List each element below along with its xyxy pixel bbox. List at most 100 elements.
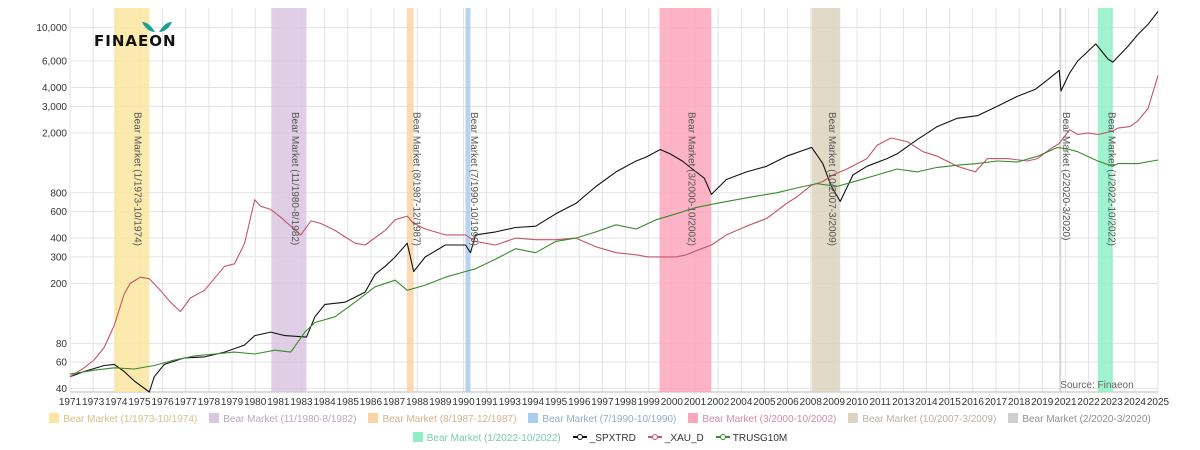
y-tick-label: 600 <box>50 207 67 218</box>
bear-market-band <box>811 8 841 392</box>
legend-item-band[interactable]: Bear Market (1/2022-10/2022) <box>412 429 561 448</box>
legend-swatch <box>688 413 699 423</box>
y-tick-label: 400 <box>50 234 67 245</box>
legend-swatch <box>848 413 859 423</box>
x-tick-label: 2014 <box>915 397 938 408</box>
x-tick-label: 1990 <box>452 397 475 408</box>
x-tick-label: 1988 <box>406 397 429 408</box>
legend-item-band[interactable]: Bear Market (10/2007-3/2009) <box>848 410 996 429</box>
legend-item-band[interactable]: Bear Market (2/2020-3/2020) <box>1008 410 1151 429</box>
y-tick-label: 800 <box>50 188 67 199</box>
x-tick-label: 2002 <box>707 397 730 408</box>
x-tick-label: 1986 <box>360 397 383 408</box>
bear-market-bands <box>114 8 1113 392</box>
legend-item-series[interactable]: _XAU_D <box>647 429 704 448</box>
x-tick-label: 2001 <box>684 397 707 408</box>
y-tick-label: 40 <box>56 384 68 395</box>
x-tick-label: 2023 <box>1101 397 1124 408</box>
x-tick-label: 2018 <box>1008 397 1031 408</box>
x-tick-label: 2009 <box>823 397 846 408</box>
x-tick-label: 1977 <box>175 397 198 408</box>
x-tick-label: 1999 <box>638 397 661 408</box>
bear-market-band <box>406 8 414 392</box>
bear-market-band-label: Bear Market (1/1973-10/1974) <box>132 112 143 246</box>
x-tick-label: 1991 <box>476 397 499 408</box>
legend-item-band[interactable]: Bear Market (8/1987-12/1987) <box>368 410 516 429</box>
legend-swatch <box>528 413 539 423</box>
bear-market-band <box>659 8 712 392</box>
bear-market-band-label: Bear Market (3/2000-10/2002) <box>685 112 696 246</box>
x-tick-label: 1981 <box>267 397 290 408</box>
leaf-logo-icon <box>142 22 172 32</box>
x-tick-label: 1997 <box>591 397 614 408</box>
legend-label: _XAU_D <box>664 433 704 444</box>
x-tick-label: 1971 <box>59 397 82 408</box>
y-tick-label: 6,000 <box>42 57 67 68</box>
x-tick-label: 1980 <box>244 397 267 408</box>
x-tick-label: 1976 <box>151 397 174 408</box>
legend-item-series[interactable]: _SPXTRD <box>572 429 636 448</box>
x-tick-label: 2000 <box>661 397 684 408</box>
legend-label: Bear Market (2/2020-3/2020) <box>1022 414 1151 425</box>
legend-swatch <box>209 413 220 423</box>
x-tick-label: 1994 <box>522 397 545 408</box>
x-tick-label: 2022 <box>1077 397 1100 408</box>
x-tick-label: 1978 <box>198 397 221 408</box>
bear-market-band-label: Bear Market (11/1980-8/1982) <box>289 112 300 245</box>
legend-label: Bear Market (10/2007-3/2009) <box>862 414 997 425</box>
legend: Bear Market (1/1973-10/1974) Bear Market … <box>0 410 1200 448</box>
legend-row: Bear Market (1/2022-10/2022) _SPXTRD _XAU_… <box>0 429 1200 448</box>
x-tick-label: 1974 <box>105 397 128 408</box>
bear-market-band <box>1097 8 1113 392</box>
legend-swatch <box>368 413 379 423</box>
x-tick-label: 1993 <box>499 397 522 408</box>
legend-item-band[interactable]: Bear Market (3/2000-10/2002) <box>688 410 836 429</box>
y-axis-ticks: 40 60 80 200 300 400 600 800 2,000 3,000 4,000 6,00… <box>36 23 67 395</box>
legend-item-series[interactable]: TRUSG10M <box>715 429 787 448</box>
legend-swatch <box>412 432 423 442</box>
x-tick-label: 1987 <box>383 397 406 408</box>
bear-market-band-label: Bear Market (10/2007-3/2009) <box>826 112 837 246</box>
x-tick-label: 2010 <box>846 397 869 408</box>
legend-swatch <box>1008 413 1019 423</box>
y-tick-label: 200 <box>50 279 67 290</box>
finaeon-logo: FINAEON <box>94 22 194 52</box>
source-note: Source: Finaeon <box>1060 380 1133 391</box>
legend-line-marker <box>647 432 662 442</box>
x-axis-ticks: 1971 1973 1974 1975 1976 1977 1978 1979 1980 1981… <box>59 397 1170 408</box>
legend-label: Bear Market (7/1990-10/1990) <box>542 414 677 425</box>
x-tick-label: 1979 <box>221 397 244 408</box>
legend-label: _SPXTRD <box>589 433 636 444</box>
series-line-xau_d <box>69 75 1159 378</box>
x-tick-label: 1996 <box>568 397 591 408</box>
legend-label: Bear Market (8/1987-12/1987) <box>382 414 517 425</box>
legend-swatch <box>49 413 60 423</box>
x-tick-label: 2011 <box>869 397 891 408</box>
x-tick-label: 2019 <box>1031 397 1054 408</box>
x-tick-label: 1973 <box>82 397 105 408</box>
x-tick-label: 2013 <box>892 397 915 408</box>
bear-market-band-label: Bear Market (1/2022-10/2022) <box>1105 112 1116 246</box>
bear-market-band-label: Bear Market (8/1987-12/1987) <box>410 112 421 246</box>
bear-market-band-labels: Bear Market (1/1973-10/1974) Bear Market … <box>132 112 1117 246</box>
x-tick-label: 2017 <box>985 397 1008 408</box>
legend-item-band[interactable]: Bear Market (7/1990-10/1990) <box>528 410 676 429</box>
x-tick-label: 1998 <box>614 397 637 408</box>
legend-item-band[interactable]: Bear Market (1/1973-10/1974) <box>49 410 197 429</box>
series-lines <box>69 11 1159 393</box>
x-tick-label: 1975 <box>128 397 151 408</box>
y-tick-label: 80 <box>56 339 68 350</box>
x-tick-label: 2016 <box>962 397 985 408</box>
bear-market-band-label: Bear Market (7/1990-10/1990) <box>468 112 479 246</box>
legend-line-marker <box>572 432 587 442</box>
y-tick-label: 2,000 <box>42 128 67 139</box>
x-tick-label: 2021 <box>1054 397 1077 408</box>
bear-market-band <box>271 8 307 392</box>
x-tick-label: 2024 <box>1124 397 1147 408</box>
x-tick-label: 1983 <box>290 397 313 408</box>
grid <box>69 8 1159 393</box>
legend-item-band[interactable]: Bear Market (11/1980-8/1982) <box>209 410 356 429</box>
legend-row: Bear Market (1/1973-10/1974) Bear Market … <box>0 410 1200 429</box>
bear-market-band <box>1059 8 1062 392</box>
